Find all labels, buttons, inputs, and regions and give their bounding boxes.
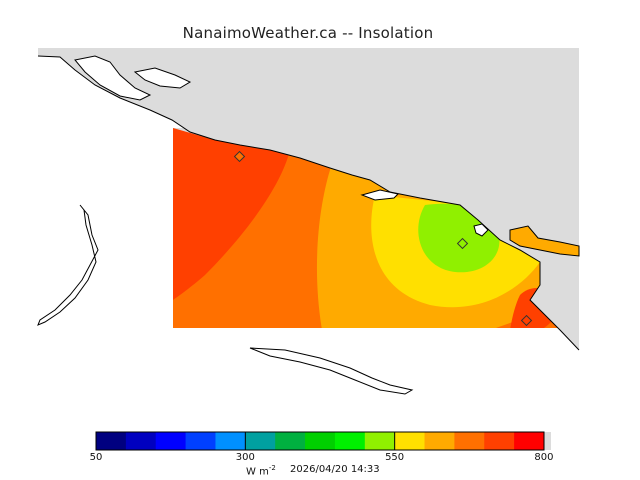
colorbar-swatch — [96, 432, 127, 450]
field-red-orange-zone — [173, 128, 290, 300]
colorbar-swatch — [275, 432, 306, 450]
island-south — [249, 347, 414, 395]
units-label: W m-2 — [246, 464, 276, 478]
colorbar-swatch — [514, 432, 545, 450]
colorbar-swatch — [484, 432, 515, 450]
inlet-orange — [509, 225, 580, 257]
colorbar-swatch — [424, 432, 455, 450]
colorbar-swatch — [334, 432, 366, 450]
timestamp: 2026/04/20 14:33 — [290, 464, 380, 475]
colorbar-swatch — [215, 432, 246, 450]
colorbar-swatch — [185, 432, 216, 450]
colorbar-tick-label: 800 — [534, 452, 554, 463]
station-marker-southeast — [520, 314, 533, 327]
colorbar-shadow — [544, 432, 551, 450]
colorbar — [95, 431, 551, 451]
colorbar-swatch — [364, 432, 396, 450]
colorbar-swatch — [245, 432, 276, 450]
colorbar-swatch — [394, 432, 426, 450]
island-channel — [360, 189, 399, 201]
station-marker-central — [456, 237, 469, 250]
island-north-2 — [133, 67, 192, 89]
colorbar-swatch — [454, 432, 485, 450]
map-title: NanaimoWeather.ca -- Insolation — [182, 24, 434, 42]
island-north-1 — [74, 55, 152, 101]
colorbar-tick-label: 300 — [235, 452, 255, 463]
colorbar-swatch — [155, 432, 187, 450]
coastline-west — [37, 204, 99, 326]
colorbar-tick-label: 550 — [385, 452, 405, 463]
colorbar-tick-label: 50 — [89, 452, 103, 463]
mainland-land — [38, 48, 579, 350]
island-east-small — [473, 223, 489, 237]
station-marker-west — [233, 150, 246, 163]
coastline-north — [37, 55, 580, 351]
insolation-field — [173, 128, 579, 328]
colorbar-swatch — [305, 432, 336, 450]
colorbar-swatch — [125, 432, 157, 450]
field-mainland-mask — [173, 128, 579, 328]
